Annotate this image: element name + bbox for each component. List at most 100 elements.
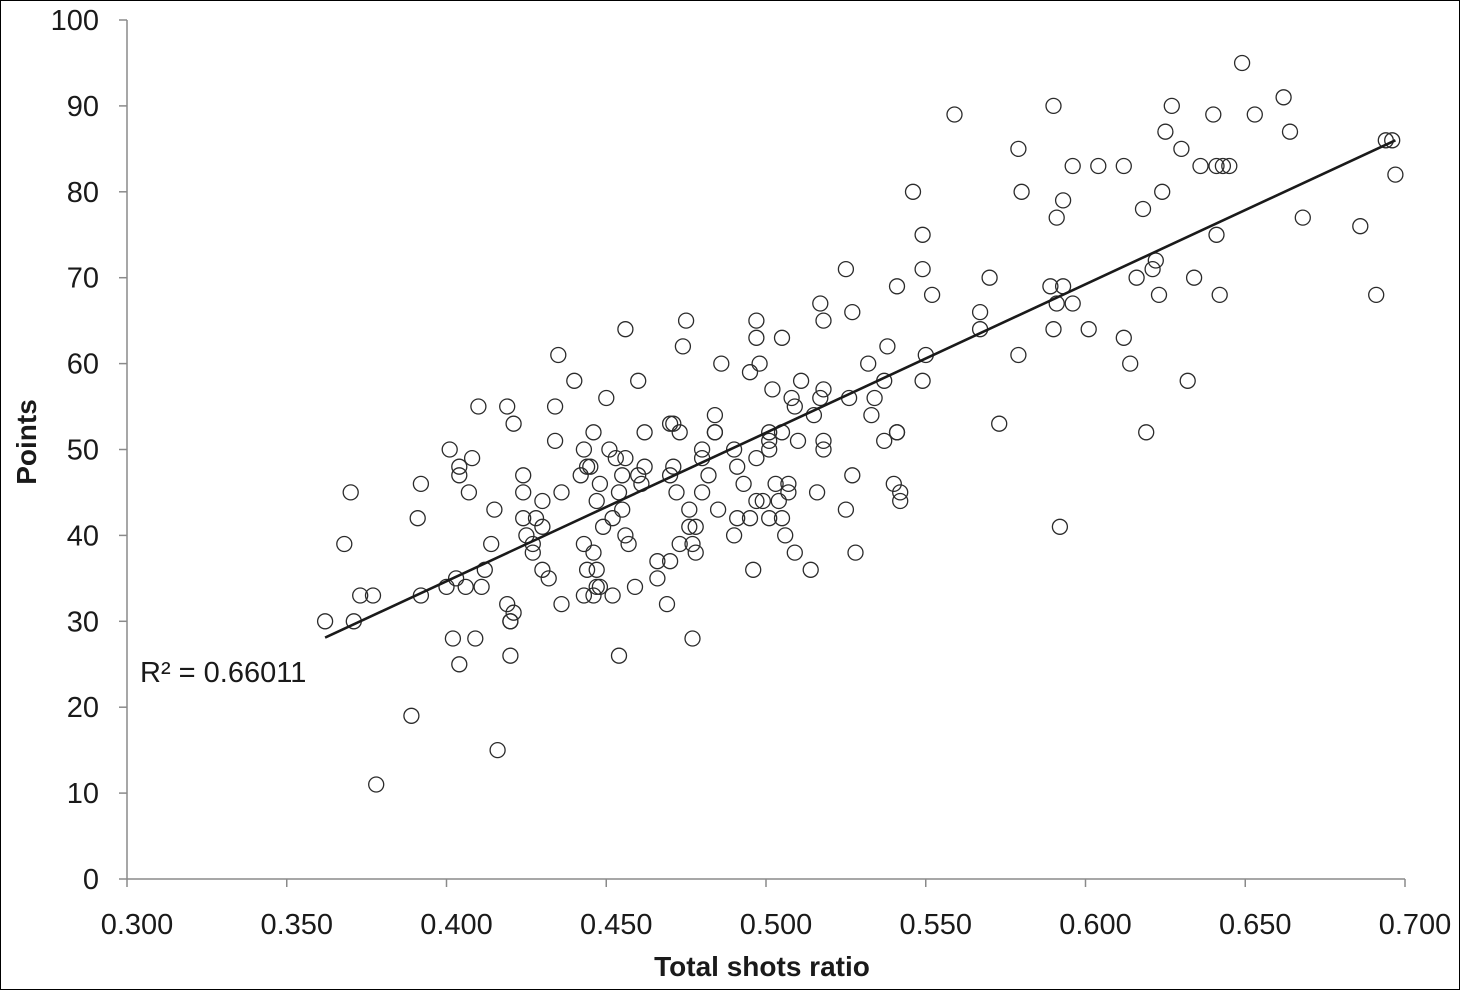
data-point — [815, 441, 832, 458]
data-point — [971, 303, 989, 321]
data-point — [1221, 157, 1238, 175]
data-point — [668, 484, 685, 501]
data-point — [499, 595, 516, 613]
x-tick-label: 0.650 — [1219, 909, 1292, 941]
data-point — [1122, 355, 1139, 372]
data-point — [534, 561, 551, 578]
data-point — [438, 578, 455, 596]
data-point — [761, 441, 778, 458]
data-point — [693, 484, 711, 501]
data-point — [802, 561, 819, 578]
data-point — [914, 372, 931, 389]
data-point — [671, 535, 688, 553]
data-point — [1352, 218, 1369, 235]
data-point — [706, 406, 724, 424]
data-point — [591, 578, 609, 596]
data-point — [502, 647, 519, 664]
data-point — [441, 441, 458, 458]
data-point — [706, 424, 724, 441]
data-point — [923, 286, 941, 304]
data-point — [578, 458, 596, 475]
x-tick-label: 0.700 — [1379, 909, 1452, 941]
data-point — [1064, 295, 1081, 312]
data-point — [1281, 123, 1299, 140]
data-point — [540, 570, 557, 587]
data-point — [1185, 269, 1203, 286]
data-point — [1173, 140, 1190, 158]
x-tick-label: 0.400 — [420, 909, 493, 941]
y-tick-label: 90 — [67, 91, 99, 123]
data-point — [409, 510, 426, 527]
data-point — [700, 467, 717, 484]
axes — [119, 19, 1406, 887]
data-point — [1233, 54, 1251, 72]
data-point — [585, 424, 602, 441]
data-point — [604, 510, 621, 527]
x-tick-label: 0.300 — [101, 909, 174, 941]
data-point — [885, 475, 902, 493]
data-point — [502, 613, 519, 630]
data-point — [914, 226, 931, 243]
y-tick-label: 30 — [67, 606, 99, 638]
data-point — [981, 269, 998, 286]
data-point — [773, 510, 791, 527]
data-point — [1013, 183, 1030, 200]
data-point — [614, 467, 631, 484]
data-point — [837, 501, 855, 518]
data-point — [665, 458, 682, 475]
data-points — [316, 54, 1404, 793]
data-point — [403, 707, 420, 724]
data-point — [617, 321, 634, 338]
data-point — [767, 475, 784, 493]
data-point — [792, 372, 810, 389]
data-point — [1045, 97, 1062, 115]
data-point — [575, 441, 593, 458]
data-point — [352, 587, 369, 604]
data-point — [489, 741, 506, 759]
data-point — [748, 329, 765, 346]
data-point — [847, 544, 864, 561]
data-point — [661, 415, 679, 432]
data-point — [1010, 140, 1027, 158]
data-point — [786, 398, 803, 415]
y-axis-title: Points — [11, 399, 42, 485]
tick-labels: 0 10 20 30 40 50 60 70 80 90 100 0.300 0.350 0.400 0.4… — [51, 5, 1452, 941]
data-point — [582, 458, 599, 475]
y-tick-label: 60 — [67, 349, 99, 381]
data-point — [451, 467, 468, 484]
data-point — [815, 432, 832, 450]
data-point — [614, 501, 631, 518]
data-point — [677, 312, 695, 329]
data-point — [412, 475, 430, 493]
data-point — [815, 312, 832, 329]
data-point — [1048, 209, 1065, 226]
data-point — [572, 467, 589, 484]
data-point — [463, 449, 481, 467]
data-point — [470, 398, 487, 415]
data-point — [837, 260, 855, 278]
data-point — [447, 570, 465, 587]
data-point — [863, 406, 880, 424]
data-point — [598, 389, 615, 407]
data-point — [1387, 166, 1404, 183]
data-point — [888, 278, 906, 295]
data-point — [761, 510, 778, 527]
data-point — [1246, 106, 1263, 123]
data-point — [1144, 260, 1161, 278]
data-point — [904, 183, 922, 200]
data-point — [467, 630, 484, 647]
data-point — [748, 449, 765, 467]
data-point — [460, 484, 478, 501]
data-point — [735, 475, 752, 493]
data-point — [674, 338, 692, 355]
data-point — [617, 449, 634, 467]
data-point — [630, 372, 647, 389]
data-point — [808, 484, 826, 501]
data-point — [761, 424, 778, 441]
data-point — [725, 527, 743, 544]
data-point — [713, 355, 730, 372]
data-point — [515, 467, 532, 484]
data-point — [457, 578, 474, 596]
data-point — [729, 458, 746, 475]
data-point — [748, 492, 765, 510]
